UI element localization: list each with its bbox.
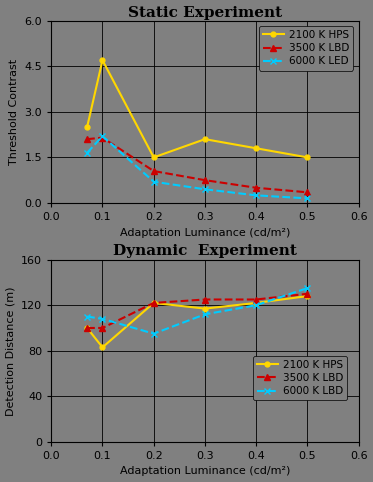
3500 K LBD [305, 189, 310, 195]
3500 K LBD [100, 325, 105, 331]
3500 K LBD [254, 296, 258, 302]
6000 K LBD [254, 302, 258, 308]
Legend: 2100 K HPS, 3500 K LBD, 6000 K LBD: 2100 K HPS, 3500 K LBD, 6000 K LBD [253, 356, 347, 401]
3500 K LBD [203, 177, 207, 183]
6000 K LED [85, 150, 90, 156]
Line: 2100 K HPS: 2100 K HPS [85, 294, 310, 350]
3500 K LBD [151, 300, 156, 306]
Y-axis label: Threshold Contrast: Threshold Contrast [9, 59, 19, 165]
Line: 3500 K LBD: 3500 K LBD [84, 135, 310, 195]
2100 K HPS [254, 300, 258, 306]
3500 K LBD [151, 168, 156, 174]
6000 K LBD [85, 314, 90, 320]
2100 K HPS [305, 155, 310, 161]
6000 K LED [254, 192, 258, 198]
3500 K LBD [254, 185, 258, 191]
6000 K LBD [305, 285, 310, 291]
6000 K LBD [100, 316, 105, 322]
6000 K LED [305, 196, 310, 201]
3500 K LBD [85, 325, 90, 331]
2100 K HPS [85, 124, 90, 130]
Line: 3500 K LBD: 3500 K LBD [84, 291, 310, 331]
2100 K HPS [203, 136, 207, 142]
Title: Static Experiment: Static Experiment [128, 6, 282, 20]
6000 K LED [151, 179, 156, 185]
Line: 6000 K LED: 6000 K LED [84, 134, 310, 201]
2100 K HPS [100, 345, 105, 350]
2100 K HPS [151, 300, 156, 306]
3500 K LBD [203, 296, 207, 302]
Line: 6000 K LBD: 6000 K LBD [84, 285, 310, 336]
2100 K HPS [85, 325, 90, 331]
2100 K HPS [254, 146, 258, 151]
Title: Dynamic  Experiment: Dynamic Experiment [113, 244, 297, 258]
3500 K LBD [100, 135, 105, 141]
6000 K LED [203, 187, 207, 192]
X-axis label: Adaptation Luminance (cd/m²): Adaptation Luminance (cd/m²) [120, 228, 290, 238]
2100 K HPS [203, 306, 207, 311]
Line: 2100 K HPS: 2100 K HPS [85, 58, 310, 160]
6000 K LED [100, 133, 105, 139]
2100 K HPS [305, 293, 310, 299]
6000 K LBD [203, 311, 207, 317]
3500 K LBD [305, 291, 310, 297]
2100 K HPS [151, 155, 156, 161]
6000 K LBD [151, 331, 156, 336]
X-axis label: Adaptation Luminance (cd/m²): Adaptation Luminance (cd/m²) [120, 467, 290, 476]
3500 K LBD [85, 136, 90, 142]
Legend: 2100 K HPS, 3500 K LBD, 6000 K LED: 2100 K HPS, 3500 K LBD, 6000 K LED [258, 26, 354, 70]
Y-axis label: Detection Distance (m): Detection Distance (m) [6, 286, 16, 415]
2100 K HPS [100, 57, 105, 63]
